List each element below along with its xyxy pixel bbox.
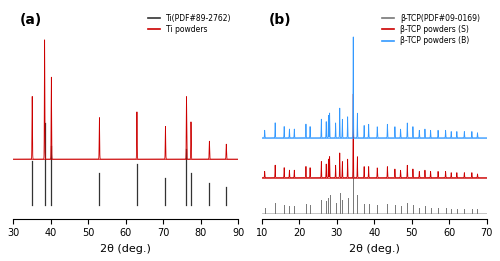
Text: (b): (b) <box>268 13 291 27</box>
Legend: Ti(PDF#89-2762), Ti powders: Ti(PDF#89-2762), Ti powders <box>146 11 234 37</box>
X-axis label: 2θ (deg.): 2θ (deg.) <box>349 244 400 254</box>
X-axis label: 2θ (deg.): 2θ (deg.) <box>100 244 151 254</box>
Legend: β-TCP(PDF#09-0169), β-TCP powders (S), β-TCP powders (B): β-TCP(PDF#09-0169), β-TCP powders (S), β… <box>380 11 483 49</box>
Text: (a): (a) <box>20 13 42 27</box>
